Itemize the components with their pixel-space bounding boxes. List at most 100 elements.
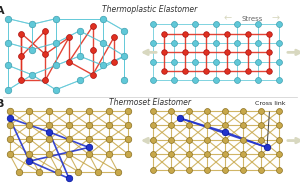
Point	[151, 110, 155, 113]
Point	[235, 79, 239, 82]
Point	[151, 138, 155, 141]
Point	[151, 60, 155, 63]
Point	[43, 29, 48, 32]
Point	[151, 79, 155, 82]
Point	[6, 64, 11, 67]
Point	[277, 124, 281, 127]
Point	[86, 137, 91, 140]
Point	[224, 70, 229, 73]
Point	[53, 42, 58, 45]
Point	[259, 168, 263, 171]
Text: ←: ←	[224, 14, 232, 24]
Point	[214, 23, 218, 26]
Text: Stress: Stress	[241, 16, 263, 22]
Point	[27, 153, 32, 156]
Point	[27, 137, 32, 140]
Point	[241, 138, 245, 141]
Point	[53, 17, 58, 20]
Point	[67, 177, 71, 180]
Point	[106, 110, 111, 113]
Point	[126, 137, 131, 140]
Point	[223, 153, 227, 156]
Point	[169, 124, 173, 127]
Point	[151, 23, 155, 26]
Point	[223, 110, 227, 113]
Point	[151, 42, 155, 45]
Point	[187, 168, 191, 171]
Point	[47, 137, 52, 140]
Point	[126, 153, 131, 156]
Point	[7, 124, 12, 127]
Point	[7, 153, 12, 156]
Point	[90, 48, 95, 51]
Point	[90, 25, 95, 28]
Point	[77, 29, 82, 32]
Point	[19, 79, 24, 82]
Point	[86, 153, 91, 156]
Point	[7, 117, 12, 120]
Point	[77, 79, 82, 82]
Point	[172, 79, 176, 82]
Point	[266, 51, 271, 54]
Point	[245, 70, 250, 73]
Point	[67, 36, 71, 39]
Point	[224, 32, 229, 35]
Point	[187, 110, 191, 113]
Point	[203, 32, 208, 35]
Point	[30, 73, 34, 76]
Point	[169, 168, 173, 171]
Point	[47, 153, 52, 156]
Point	[47, 131, 52, 134]
Text: B: B	[0, 99, 5, 109]
Point	[6, 17, 11, 20]
Point	[6, 42, 11, 45]
Point	[90, 73, 95, 76]
Point	[43, 79, 48, 82]
Point	[19, 32, 24, 35]
Point	[67, 137, 71, 140]
Point	[245, 32, 250, 35]
Point	[256, 79, 260, 82]
Point	[106, 153, 111, 156]
Point	[86, 146, 91, 149]
Point	[277, 42, 281, 45]
Point	[53, 64, 58, 67]
Point	[214, 60, 218, 63]
Point	[256, 60, 260, 63]
Point	[277, 153, 281, 156]
Point	[193, 23, 197, 26]
Point	[259, 124, 263, 127]
Point	[36, 170, 41, 173]
Point	[126, 110, 131, 113]
Point	[235, 60, 239, 63]
Point	[223, 124, 227, 127]
Point	[30, 48, 34, 51]
Point	[86, 124, 91, 127]
Point	[172, 60, 176, 63]
Point	[7, 110, 12, 113]
Point	[169, 110, 173, 113]
Point	[47, 124, 52, 127]
Point	[187, 153, 191, 156]
Point	[277, 60, 281, 63]
Point	[277, 79, 281, 82]
Text: Thermoset Elastomer: Thermoset Elastomer	[109, 98, 191, 107]
Point	[256, 42, 260, 45]
Point	[96, 170, 100, 173]
Point	[277, 138, 281, 141]
Point	[86, 110, 91, 113]
Point	[187, 138, 191, 141]
Point	[182, 32, 187, 35]
Point	[172, 42, 176, 45]
Point	[169, 138, 173, 141]
Text: Cross link: Cross link	[255, 101, 285, 145]
Point	[256, 23, 260, 26]
Point	[224, 51, 229, 54]
Point	[106, 124, 111, 127]
Point	[101, 42, 106, 45]
Point	[77, 55, 82, 58]
Point	[259, 153, 263, 156]
Point	[53, 88, 58, 91]
Point	[67, 60, 71, 63]
Point	[27, 110, 32, 113]
